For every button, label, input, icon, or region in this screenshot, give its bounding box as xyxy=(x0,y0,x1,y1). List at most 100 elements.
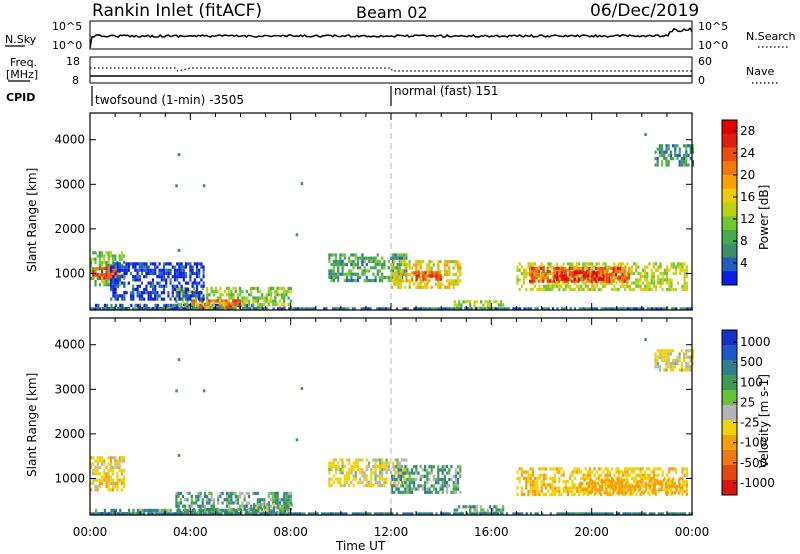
heatmap-cell xyxy=(628,467,631,471)
heatmap-cell xyxy=(116,478,119,482)
heatmap-cell xyxy=(258,302,262,306)
heatmap-cell xyxy=(630,265,633,269)
heatmap-cell xyxy=(356,279,360,283)
heatmap-cell xyxy=(281,512,284,516)
heatmap-cell xyxy=(92,257,95,261)
heatmap-cell xyxy=(529,270,532,274)
heatmap-cell xyxy=(117,307,120,311)
heatmap-cell xyxy=(266,307,269,311)
heatmap-cell xyxy=(110,281,113,285)
heatmap-cell xyxy=(274,299,277,303)
heatmap-cell xyxy=(551,489,554,493)
heatmap-cell xyxy=(654,365,657,369)
heatmap-cell xyxy=(531,266,534,270)
heatmap-cell xyxy=(658,352,661,356)
heatmap-cell xyxy=(103,283,106,287)
heatmap-cell xyxy=(187,297,190,301)
heatmap-cell xyxy=(387,468,390,472)
heatmap-cell xyxy=(101,459,104,463)
heatmap-cell xyxy=(536,492,539,497)
heatmap-cell xyxy=(114,508,117,512)
heatmap-cell xyxy=(430,274,434,278)
heatmap-cell xyxy=(437,263,440,267)
heatmap-cell xyxy=(181,296,185,300)
heatmap-cell xyxy=(184,512,187,516)
heatmap-cell xyxy=(540,276,543,280)
heatmap-cell xyxy=(432,487,435,491)
heatmap-cell xyxy=(495,511,498,515)
heatmap-cell xyxy=(310,307,313,311)
heatmap-cell xyxy=(587,512,590,516)
heatmap-cell xyxy=(289,299,292,303)
heatmap-cell xyxy=(578,489,581,493)
heatmap-cell xyxy=(241,501,244,505)
heatmap-cell xyxy=(527,489,530,493)
heatmap-cell xyxy=(486,508,489,512)
heatmap-cell xyxy=(396,253,399,257)
heatmap-cell xyxy=(583,478,586,482)
heatmap-cell xyxy=(134,275,137,279)
heatmap-cell xyxy=(571,480,574,484)
heatmap-cell xyxy=(393,266,396,270)
heatmap-cell xyxy=(199,504,202,508)
heatmap-cell xyxy=(354,256,357,260)
heatmap-cell xyxy=(212,293,215,297)
heatmap-cell xyxy=(499,511,503,515)
heatmap-cell xyxy=(650,275,653,279)
heatmap-cell xyxy=(230,290,233,294)
heatmap-cell xyxy=(107,280,110,284)
heatmap-cell xyxy=(391,279,394,283)
heatmap-cell xyxy=(644,278,647,282)
heatmap-cell xyxy=(361,263,364,267)
heatmap-cell xyxy=(669,349,672,353)
heatmap-cell xyxy=(685,467,688,471)
heatmap-cell xyxy=(229,307,232,311)
colorbar-swatch xyxy=(722,216,737,231)
heatmap-cell xyxy=(542,483,545,487)
freq-unit-label: [MHz] xyxy=(6,68,38,81)
heatmap-cell xyxy=(116,297,119,301)
heatmap-cell xyxy=(264,506,267,510)
heatmap-cell xyxy=(224,508,227,512)
heatmap-cell xyxy=(637,278,640,282)
heatmap-cell xyxy=(138,268,141,272)
heatmap-cell xyxy=(136,508,139,512)
heatmap-cell xyxy=(529,486,532,490)
heatmap-cell xyxy=(399,282,402,286)
heatmap-cell xyxy=(173,297,177,301)
heatmap-cell xyxy=(385,471,388,475)
heatmap-cell xyxy=(655,268,658,272)
heatmap-cell xyxy=(658,365,661,369)
heatmap-cell xyxy=(419,484,422,488)
heatmap-cell xyxy=(334,253,338,257)
heatmap-cell xyxy=(622,512,625,516)
heatmap-cell xyxy=(361,480,364,484)
heatmap-cell xyxy=(680,368,683,372)
heatmap-cell xyxy=(118,265,122,269)
heatmap-cell xyxy=(408,263,411,267)
heatmap-cell xyxy=(542,473,545,477)
heatmap-cell xyxy=(381,263,384,267)
heatmap-cell xyxy=(228,286,231,290)
heatmap-cell xyxy=(680,349,683,353)
heatmap-cell xyxy=(229,302,233,306)
heatmap-cell xyxy=(114,456,117,460)
heatmap-cell xyxy=(417,307,420,311)
heatmap-cell xyxy=(408,484,411,488)
heatmap-cell xyxy=(688,307,691,311)
heatmap-cell xyxy=(545,467,548,471)
heatmap-cell xyxy=(202,284,205,288)
heatmap-cell xyxy=(387,512,390,516)
heatmap-cell xyxy=(94,469,97,473)
heatmap-cell xyxy=(448,260,451,264)
heatmap-cell xyxy=(435,512,438,516)
heatmap-cell xyxy=(103,478,106,482)
heatmap-cell xyxy=(679,476,682,481)
heatmap-cell xyxy=(635,284,638,288)
heatmap-cell xyxy=(661,287,664,292)
heatmap-cell xyxy=(642,491,646,495)
heatmap-cell xyxy=(101,307,104,311)
heatmap-cell xyxy=(642,512,645,516)
heatmap-cell xyxy=(557,276,560,280)
heatmap-cell xyxy=(109,251,112,255)
